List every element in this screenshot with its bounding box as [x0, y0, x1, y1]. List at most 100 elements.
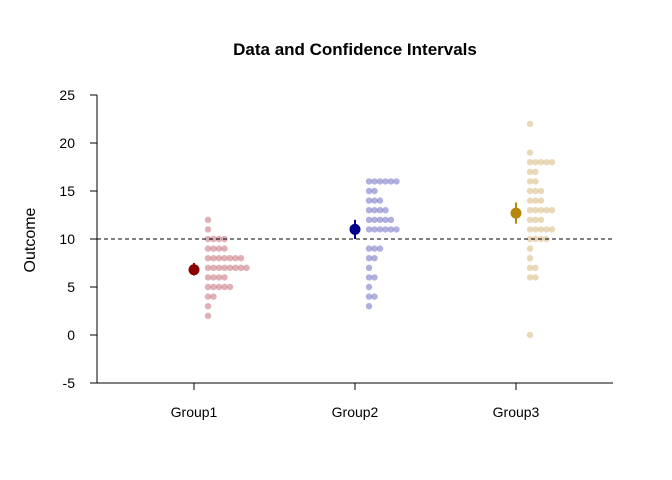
- data-point: [526, 274, 534, 281]
- data-point: [537, 216, 545, 223]
- data-point: [204, 264, 212, 271]
- data-point: [204, 226, 212, 233]
- data-point: [204, 255, 212, 262]
- data-point: [232, 255, 239, 262]
- data-point: [526, 168, 534, 175]
- y-axis-label: Outcome: [22, 207, 39, 272]
- mean-point: [188, 264, 200, 276]
- data-point: [387, 178, 395, 185]
- data-point: [365, 226, 373, 233]
- data-point: [526, 178, 534, 185]
- data-point: [210, 245, 217, 252]
- data-point: [532, 264, 539, 271]
- data-point: [215, 274, 223, 281]
- mean-point: [349, 223, 361, 235]
- data-point: [532, 187, 539, 195]
- data-point: [382, 216, 389, 223]
- data-point: [532, 235, 539, 243]
- data-point: [376, 245, 384, 252]
- data-point: [532, 274, 539, 281]
- data-point: [526, 216, 534, 223]
- data-point: [365, 178, 373, 185]
- data-point: [365, 283, 373, 291]
- data-point: [371, 178, 378, 185]
- data-point: [243, 264, 250, 271]
- y-tick-label: 25: [59, 87, 75, 103]
- data-point: [371, 197, 378, 204]
- data-point: [371, 216, 378, 223]
- data-point: [393, 178, 400, 185]
- data-point: [210, 264, 217, 271]
- x-tick-label: Group1: [171, 404, 218, 420]
- chart-title: Data and Confidence Intervals: [233, 40, 477, 59]
- data-point: [237, 255, 245, 262]
- data-point: [371, 207, 378, 214]
- data-point: [365, 293, 373, 300]
- data-point: [537, 197, 545, 204]
- data-point: [526, 197, 534, 204]
- data-point: [226, 283, 234, 291]
- data-point: [371, 274, 378, 281]
- data-point: [365, 216, 373, 223]
- data-point: [387, 216, 395, 223]
- data-point: [548, 226, 556, 233]
- y-tick-label: 15: [59, 183, 75, 199]
- data-point: [376, 226, 384, 233]
- data-point: [376, 216, 384, 223]
- data-point: [526, 255, 534, 262]
- data-point: [371, 245, 378, 252]
- data-point: [543, 159, 550, 166]
- data-point: [532, 178, 539, 185]
- data-point: [365, 303, 373, 310]
- data-point: [393, 226, 400, 233]
- data-point: [221, 274, 228, 281]
- data-point: [537, 226, 545, 233]
- data-point: [526, 149, 534, 156]
- data-point: [221, 283, 228, 291]
- data-point: [221, 255, 228, 262]
- data-point: [210, 255, 217, 262]
- data-point: [526, 187, 534, 195]
- data-point: [543, 226, 550, 233]
- data-point: [532, 197, 539, 204]
- data-point: [548, 159, 556, 166]
- data-point: [371, 226, 378, 233]
- data-point: [215, 245, 223, 252]
- data-point: [232, 264, 239, 271]
- data-point: [387, 226, 395, 233]
- data-point: [204, 245, 212, 252]
- data-point: [221, 264, 228, 271]
- data-point: [526, 331, 534, 339]
- data-point: [210, 274, 217, 281]
- means-and-ci: [188, 202, 522, 276]
- data-point: [543, 207, 550, 214]
- data-point: [526, 226, 534, 233]
- data-point: [204, 303, 212, 310]
- mean-point: [510, 207, 522, 219]
- data-point: [376, 207, 384, 214]
- y-tick-label: 10: [59, 231, 75, 247]
- data-point: [215, 283, 223, 291]
- data-point: [365, 207, 373, 214]
- data-point: [537, 187, 545, 195]
- data-point: [204, 283, 212, 291]
- data-point: [226, 255, 234, 262]
- data-point: [526, 207, 534, 214]
- data-point: [210, 293, 217, 300]
- data-point: [204, 312, 212, 319]
- data-point: [376, 178, 384, 185]
- data-point: [204, 274, 212, 281]
- data-point: [548, 207, 556, 214]
- data-point: [365, 187, 373, 195]
- data-point: [382, 207, 389, 214]
- data-point: [526, 245, 534, 252]
- data-point: [371, 187, 378, 195]
- data-point: [382, 226, 389, 233]
- data-point: [537, 207, 545, 214]
- data-point: [204, 216, 212, 223]
- data-point: [365, 264, 373, 271]
- data-point: [204, 293, 212, 300]
- data-point: [210, 235, 217, 243]
- data-point: [365, 274, 373, 281]
